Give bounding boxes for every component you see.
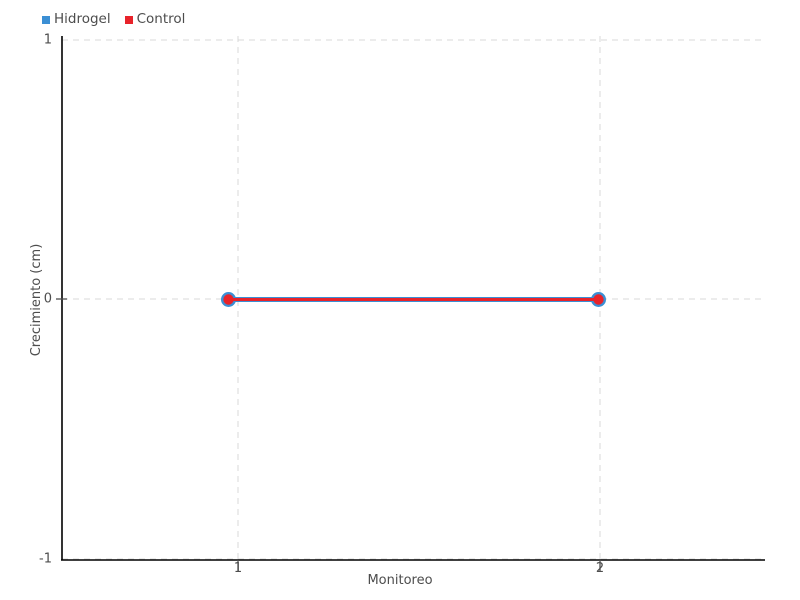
legend-label-hidrogel: Hidrogel [54,11,111,28]
legend-item-hidrogel[interactable]: Hidrogel [42,13,111,27]
x-tick-label-1: 1 [233,561,243,576]
x-tick-label-2: 2 [595,561,605,576]
chart-legend: Hidrogel Control [42,11,185,29]
series-control [223,294,604,305]
x-axis-title: Monitoreo [367,573,433,588]
data-point-control-1[interactable] [223,294,234,305]
legend-label-control: Control [136,11,186,28]
y-tick-label-1: 1 [43,32,52,48]
horizontal-gridlines [62,39,765,560]
data-point-control-2[interactable] [593,294,604,305]
y-axis-title: Crecimiento (cm) [29,243,44,357]
legend-swatch-hidrogel [42,16,50,24]
legend-swatch-control [124,16,133,24]
y-tick-label-neg1: -1 [39,551,52,567]
y-tick-label-0: 0 [43,291,52,307]
legend-item-control[interactable]: Control [124,11,186,28]
